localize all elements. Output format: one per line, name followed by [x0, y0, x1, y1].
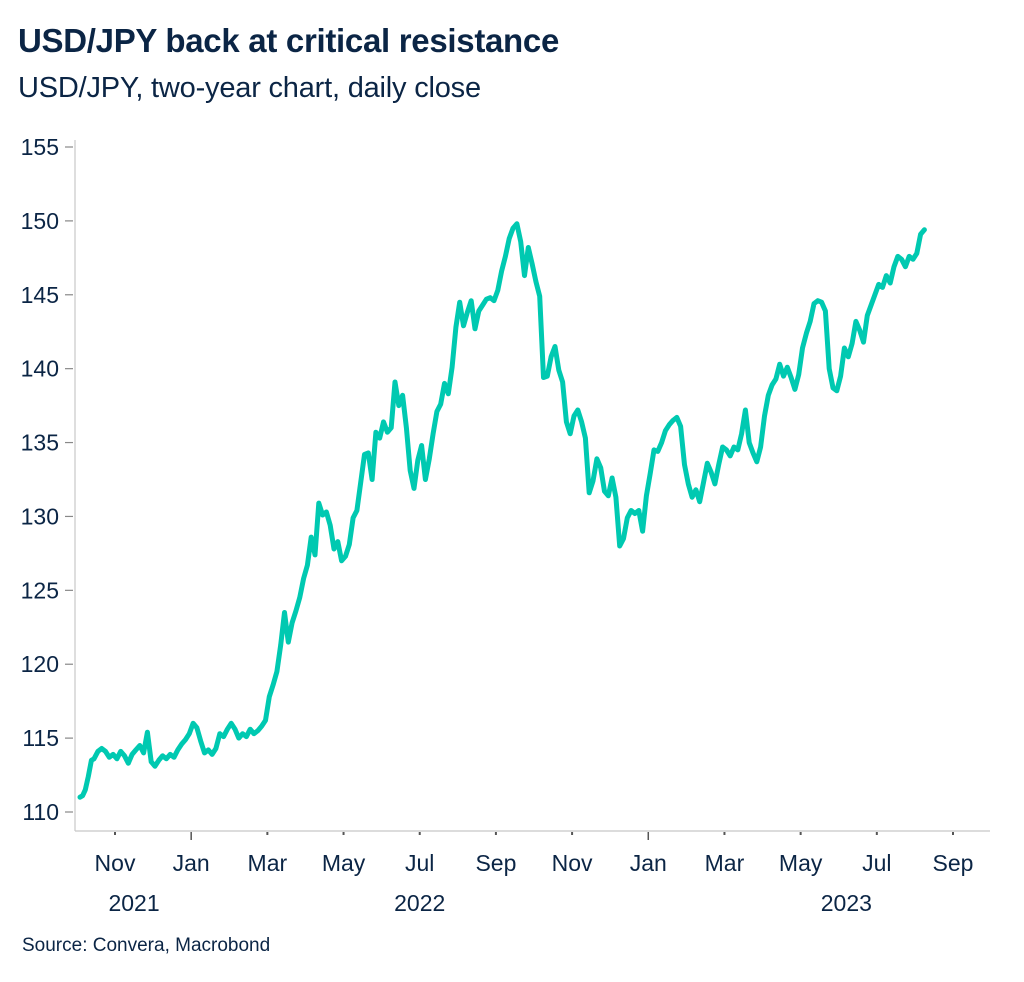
y-tick-label: 150 [21, 208, 59, 234]
x-tick-label: Sep [475, 850, 516, 876]
x-tick-label: Nov [552, 850, 593, 876]
y-tick-label: 125 [21, 577, 59, 603]
x-tick-label: May [322, 850, 366, 876]
y-tick-label: 115 [22, 725, 59, 751]
x-tick-label: May [779, 850, 823, 876]
y-tick-label: 135 [21, 430, 59, 456]
x-tick-label: Jul [862, 850, 891, 876]
y-tick-label: 140 [21, 356, 59, 382]
y-tick-label: 130 [21, 503, 59, 529]
chart-title: USD/JPY back at critical resistance [18, 22, 560, 59]
x-axis: Nov Jan Mar May Jul Sep Nov Jan Mar May Jul Sep 2021… [75, 830, 990, 916]
x-tick-label: Jan [630, 850, 667, 876]
chart-subtitle: USD/JPY, two-year chart, daily close [18, 72, 481, 104]
x-tick-label: Sep [933, 850, 974, 876]
source-note: Source: Convera, Macrobond [22, 935, 271, 956]
x-tick-label: Jan [173, 850, 210, 876]
y-tick-label: 145 [21, 282, 59, 308]
y-tick-label: 155 [21, 134, 59, 160]
x-tick-label: Jul [405, 850, 434, 876]
y-tick-label: 120 [21, 651, 59, 677]
series-line-usdjpy [77, 221, 927, 800]
x-tick-label: Mar [705, 850, 745, 876]
year-label: 2022 [394, 890, 445, 916]
y-tick-label: 110 [22, 799, 59, 825]
year-label: 2023 [821, 890, 872, 916]
plot-area [77, 221, 927, 800]
year-label: 2021 [108, 890, 159, 916]
y-axis: 110 115 120 125 130 135 140 145 150 155 [21, 134, 76, 831]
x-tick-label: Nov [95, 850, 136, 876]
x-tick-label: Mar [248, 850, 288, 876]
